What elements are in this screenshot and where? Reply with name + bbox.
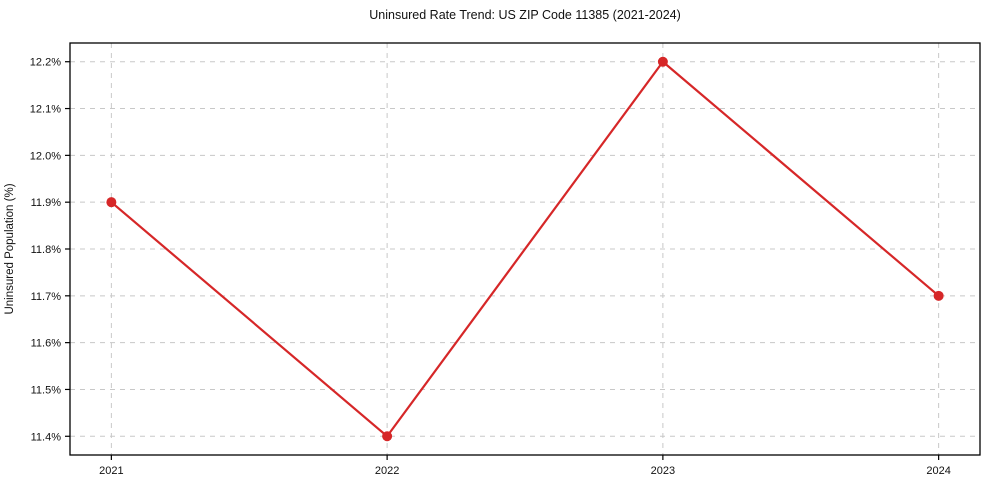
y-tick-label: 11.6% (31, 338, 62, 350)
axis-layer: 11.4% 11.5% 11.6% 11.7% 11.8% 11.9% 12.0% 12.1%… (30, 42, 981, 477)
x-tick-label: 2021 (99, 465, 123, 477)
data-point (657, 56, 668, 67)
y-tick-label: 12.2% (30, 57, 61, 69)
data-point (382, 431, 393, 442)
data-point (106, 197, 117, 208)
y-tick-label: 11.8% (31, 244, 62, 256)
y-tick-label: 11.7% (31, 291, 62, 303)
chart-title: Uninsured Rate Trend: US ZIP Code 11385 … (369, 8, 681, 22)
data-layer (106, 56, 944, 442)
y-tick-label: 11.5% (31, 384, 62, 396)
y-axis-label: Uninsured Population (%) (4, 183, 16, 314)
y-tick-label: 12.0% (30, 150, 61, 162)
data-point (933, 290, 944, 301)
x-tick-label: 2023 (651, 465, 675, 477)
x-tick-label: 2022 (375, 465, 399, 477)
plot-border (69, 42, 981, 456)
y-tick-label: 11.4% (31, 431, 62, 443)
y-tick-label: 11.9% (31, 197, 62, 209)
trend-line (110, 60, 940, 438)
x-tick-label: 2024 (926, 465, 950, 477)
y-tick-label: 12.1% (30, 104, 61, 116)
